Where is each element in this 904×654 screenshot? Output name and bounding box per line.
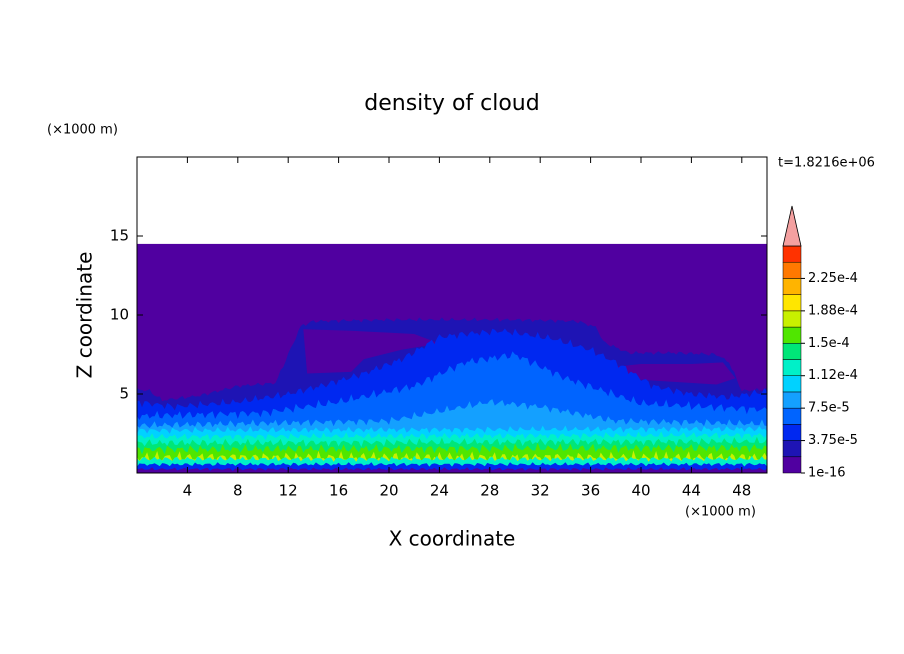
y-tick-label: 15: [110, 227, 129, 245]
colorbar-band: [782, 440, 802, 458]
y-tick-label: 10: [110, 306, 129, 324]
annotation: t=1.8216e+06: [778, 156, 875, 171]
contour-fill: [303, 329, 440, 374]
colorbar-band: [782, 261, 802, 279]
contour-fill: [137, 467, 767, 473]
x-tick-label: 16: [329, 482, 348, 500]
colorbar-label: 2.25e-4: [808, 271, 858, 286]
colorbar-band: [782, 456, 802, 474]
colorbar-band: [782, 294, 802, 312]
colorbar-label: 1.5e-4: [808, 336, 850, 351]
colorbar-band: [782, 391, 802, 409]
x-tick-label: 4: [183, 482, 193, 500]
colorbar-label: 3.75e-5: [808, 433, 858, 448]
x-tick-label: 12: [279, 482, 298, 500]
colorbar-band: [782, 343, 802, 360]
contour-field: [137, 243, 767, 473]
x-tick-label: 8: [233, 482, 243, 500]
y-axis-label: Z coordinate: [73, 252, 97, 379]
colorbar-band: [782, 278, 802, 295]
x-tick-label: 44: [682, 482, 701, 500]
colorbar-label: 7.5e-5: [808, 401, 850, 416]
y-tick-label: 5: [119, 385, 129, 403]
colorbar-band: [782, 424, 802, 441]
x-tick-label: 48: [732, 482, 751, 500]
colorbar-band: [782, 359, 802, 376]
x-tick-label: 40: [631, 482, 650, 500]
colorbar-label: 1.12e-4: [808, 368, 858, 383]
y-unit-label: (×1000 m): [47, 123, 118, 138]
x-tick-label: 32: [531, 482, 550, 500]
colorbar-label: 1e-16: [808, 466, 846, 481]
x-unit-label: (×1000 m): [685, 505, 756, 520]
colorbar-label: 1.88e-4: [808, 303, 858, 318]
colorbar-band: [782, 407, 802, 425]
chart-title: density of cloud: [364, 91, 539, 116]
x-tick-label: 28: [480, 482, 499, 500]
colorbar-band: [782, 245, 802, 263]
x-tick-label: 20: [379, 482, 398, 500]
colorbar-band: [782, 326, 802, 344]
x-axis-label: X coordinate: [389, 527, 516, 551]
x-tick-label: 36: [581, 482, 600, 500]
colorbar-extension: [782, 205, 802, 247]
colorbar-band: [782, 310, 802, 328]
colorbar-band: [782, 375, 802, 393]
x-tick-label: 24: [430, 482, 449, 500]
